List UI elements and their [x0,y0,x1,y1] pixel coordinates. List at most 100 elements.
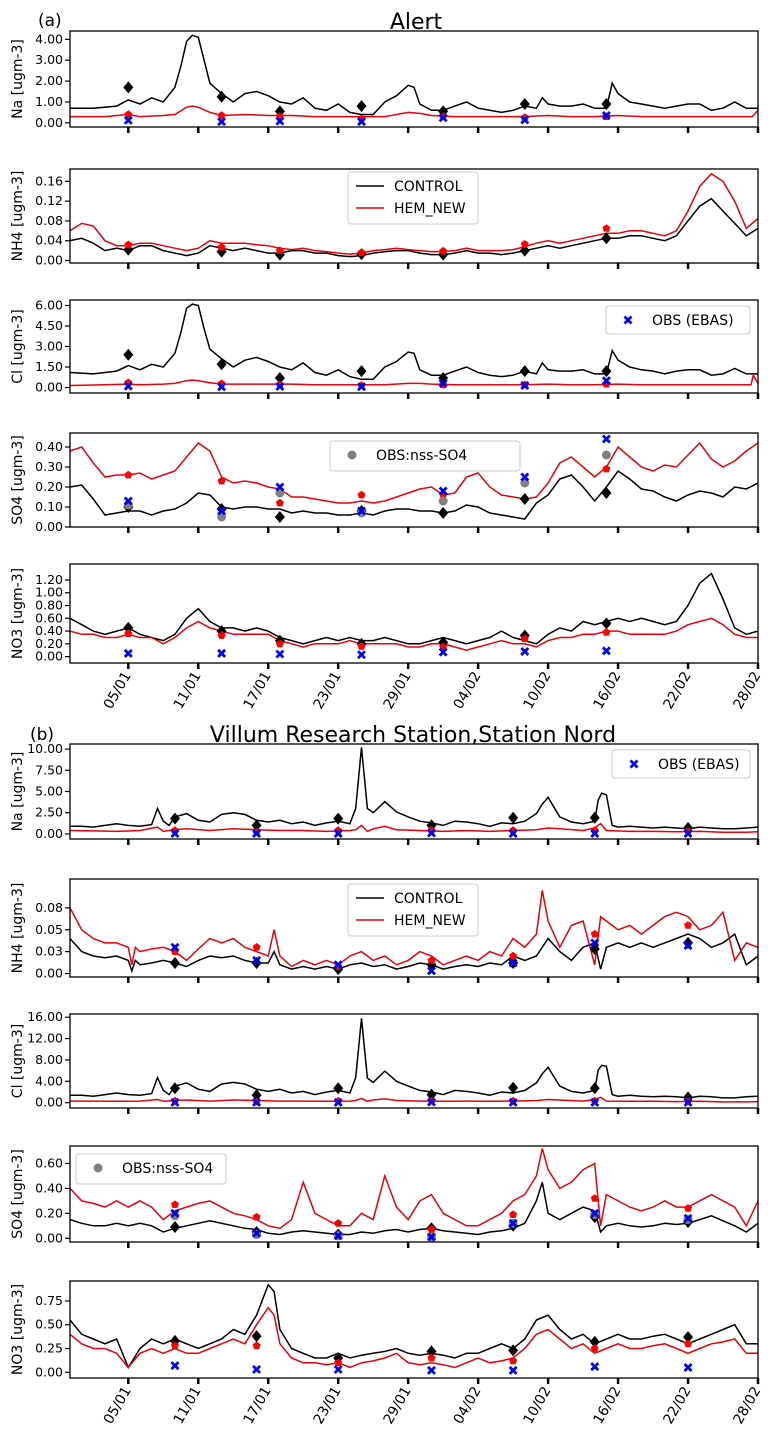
model-obs-pentagon-point [252,1341,261,1350]
model-obs-diamond-point [601,98,612,111]
legend-label: CONTROL [394,179,463,195]
obs-ebas--x-point [438,486,448,496]
subplot-2: 0.00 1.50 3.00 4.50 6.00 Cl [ugm-3] OBS (EBAS) [10,297,760,399]
y-tick-label: 0.20 [35,1205,63,1220]
model-obs-diamond-point [508,1344,519,1357]
model-obs-diamond-point [508,1081,519,1094]
y-axis-label: SO4 [ugm-3] [10,1149,26,1239]
obs-ebas--x-point [427,1097,436,1107]
obs-ebas--x-point [275,649,285,659]
obs-ebas--x-point [357,117,367,127]
x-tick-label: 29/01 [381,1384,415,1427]
model-obs-pentagon-point [684,1204,692,1212]
model-obs-diamond-point [169,957,180,969]
model-obs-pentagon-point [590,1194,599,1202]
obs-ebas--x-point [508,958,518,968]
model-obs-diamond-point [683,936,694,949]
model-obs-diamond-point [589,811,600,824]
legend-label: OBS:nss-SO4 [122,1161,213,1177]
model-obs-diamond-point [356,365,367,378]
y-tick-label: 0.05 [35,922,63,937]
series-line-control [70,469,758,520]
model-obs-diamond-point [589,1335,600,1348]
obs-ebas--x-point [357,650,367,660]
obs-nss-so4-circle-point [601,450,611,460]
obs-ebas--x-point [123,496,133,506]
model-obs-pentagon-point [171,1200,179,1208]
y-tick-label: 0.00 [35,826,63,841]
x-tick-label: 22/02 [660,669,694,712]
obs-ebas--x-point [170,1208,180,1218]
obs-ebas--x-point [333,1231,343,1241]
model-obs-pentagon-point [124,629,133,637]
y-tick-label: 0.60 [35,610,63,625]
y-tick-label: 0.00 [35,519,63,534]
obs-ebas--x-point [217,648,227,658]
y-tick-label: 0.40 [35,1180,63,1195]
model-obs-pentagon-point [357,490,366,499]
model-obs-pentagon-point [590,929,599,938]
model-obs-pentagon-point [252,943,261,951]
model-obs-pentagon-point [602,628,611,636]
x-tick-label: 10/02 [521,1384,555,1427]
y-tick-label: 4.00 [35,1073,63,1088]
subplot-9: 0.00 0.25 0.50 0.75 05/01 11/01 17/01 23/01 29/0… [10,1280,764,1427]
model-obs-diamond-point [169,1221,180,1234]
model-obs-diamond-point [216,358,227,371]
model-obs-pentagon-point [520,634,529,643]
y-tick-label: 0.04 [35,233,63,248]
y-tick-label: 0.80 [35,598,63,613]
x-tick-label: 16/02 [590,1384,624,1427]
y-axis-label: Cl [ugm-3] [10,1024,26,1098]
obs-ebas--x-point [252,1228,262,1238]
subplot-0: 0.00 1.00 2.00 3.00 4.00 Na [ugm-3] [10,30,760,133]
legend-marker [629,759,639,769]
y-axis-label: NO3 [ugm-3] [10,568,26,659]
legend: OBS (EBAS) [611,749,751,779]
legend: OBS:nss-SO4 [329,440,521,472]
subplot-3: 0.00 0.10 0.20 0.30 0.40 SO4 [ugm-3] OBS:nss-S… [10,432,760,534]
y-tick-label: 0.20 [35,636,63,651]
obs-ebas--x-point [333,1097,343,1107]
y-tick-label: 4.50 [35,318,63,333]
model-obs-pentagon-point [427,1353,436,1362]
obs-ebas--x-point [123,115,133,125]
obs-ebas--x-point [252,828,262,838]
obs-ebas--x-point [217,506,227,516]
y-tick-label: 1.50 [35,359,63,374]
y-tick-label: 10.00 [27,741,63,756]
series-line-control [70,1283,758,1370]
model-obs-pentagon-point [602,464,611,473]
obs-ebas--x-point [333,828,343,838]
y-tick-label: 1.00 [35,585,63,600]
model-obs-pentagon-point [252,1212,261,1221]
obs-ebas--x-point [427,1365,436,1375]
obs-ebas--x-point [275,482,285,492]
y-tick-label: 3.00 [35,339,63,354]
obs-ebas--x-point [427,828,436,838]
y-tick-label: 0.00 [35,380,63,395]
obs-ebas--x-point [170,942,180,952]
series-line-hem-new [70,1148,758,1230]
y-tick-label: 1.20 [35,572,63,587]
model-obs-pentagon-point [684,1339,692,1348]
obs-ebas--x-point [601,646,611,656]
y-tick-label: 4.00 [35,31,63,46]
obs-ebas--x-point [590,1097,600,1107]
plot-frame [69,432,759,528]
y-tick-label: 0.00 [35,1364,63,1379]
legend: OBS:nss-SO4 [75,1153,227,1185]
model-obs-pentagon-point [520,240,529,248]
obs-ebas--x-point [438,378,448,388]
obs-ebas--x-point [601,376,611,386]
y-tick-label: 0.00 [35,966,63,981]
y-tick-label: 2.00 [35,73,63,88]
model-obs-diamond-point [169,812,180,825]
obs-ebas--x-point [123,648,133,658]
model-obs-pentagon-point [124,470,133,479]
obs-ebas--x-point [683,828,693,838]
model-obs-diamond-point [123,81,134,94]
legend: CONTROL HEM_NEW [347,171,479,225]
